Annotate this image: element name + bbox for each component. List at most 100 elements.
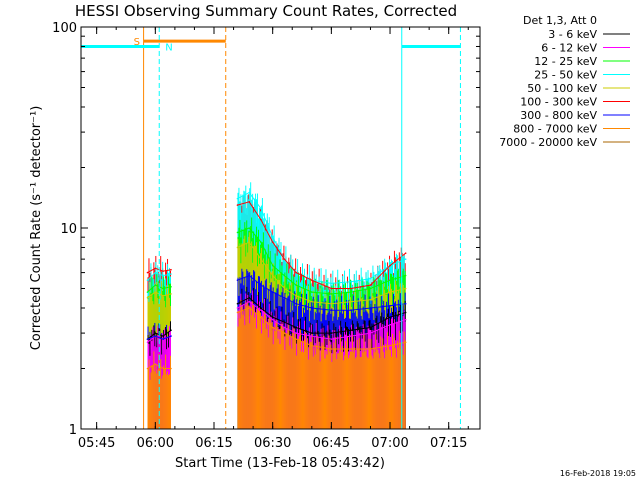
data-point — [154, 271, 157, 274]
data-bar — [244, 325, 246, 429]
data-bar — [297, 340, 299, 429]
data-point — [330, 293, 333, 295]
series-line — [147, 272, 172, 281]
data-bar — [243, 311, 245, 429]
data-bar — [369, 348, 371, 429]
data-bar — [367, 358, 369, 429]
data-point — [154, 363, 157, 366]
data-point — [154, 335, 157, 337]
data-point — [310, 279, 313, 281]
data-point — [283, 326, 286, 329]
data-bar — [296, 355, 298, 429]
data-point — [330, 282, 333, 285]
data-bar — [358, 338, 360, 429]
y-tick-label: 100 — [52, 21, 77, 36]
data-bar — [384, 358, 386, 429]
axes: 05:45 06:00 06:15 06:30 06:45 07:00 07:15 1 10 10… — [52, 21, 480, 451]
data-bar — [364, 351, 366, 429]
data-bar — [301, 351, 303, 429]
data-point — [248, 300, 251, 303]
data-bar — [271, 321, 273, 429]
data-bar — [168, 375, 170, 429]
data-bar — [395, 357, 397, 429]
data-bar — [261, 316, 263, 429]
data-point — [170, 268, 172, 271]
data-bar — [327, 348, 329, 429]
data-point — [236, 204, 239, 206]
data-bar — [264, 312, 266, 429]
data-bar — [373, 347, 375, 429]
data-point — [146, 367, 149, 370]
data-point — [146, 296, 149, 299]
data-bar — [161, 378, 163, 429]
data-bar — [300, 329, 302, 429]
data-bar — [302, 352, 304, 429]
data-bar — [305, 344, 307, 429]
series-line — [237, 307, 406, 350]
data-bar — [404, 340, 406, 429]
data-point — [170, 285, 172, 288]
data-point — [369, 298, 372, 301]
data-bar — [399, 342, 401, 429]
footer-date: 16-Feb-2018 19:05 — [560, 469, 636, 478]
data-bar — [256, 328, 258, 429]
data-point — [260, 316, 262, 318]
data-bar — [289, 345, 291, 429]
data-bar — [391, 334, 393, 429]
data-bar — [333, 342, 335, 429]
data-point — [350, 287, 352, 290]
data-point — [271, 236, 274, 238]
data-bar — [265, 328, 267, 429]
data-bar — [376, 349, 378, 429]
data-bar — [355, 356, 357, 429]
data-bar — [356, 339, 358, 429]
data-bar — [347, 337, 348, 429]
legend-label: 300 - 800 keV — [520, 109, 597, 122]
data-bar — [314, 354, 316, 429]
data-point — [162, 274, 164, 277]
data-bar — [371, 355, 373, 429]
data-bar — [162, 375, 164, 429]
data-point — [389, 264, 391, 267]
data-bar — [303, 339, 305, 429]
chart-title: HESSI Observing Summary Count Rates, Cor… — [75, 2, 457, 20]
data-bar — [280, 326, 282, 429]
data-point — [271, 316, 274, 318]
y-axis-label: Corrected Count Rate (s⁻¹ detector⁻¹) — [29, 106, 44, 351]
x-axis-label: Start Time (13-Feb-18 05:43:42) — [175, 456, 385, 471]
data-bar — [354, 358, 356, 429]
data-bar — [255, 312, 257, 429]
data-bar — [320, 350, 322, 429]
x-tick-label: 07:15 — [430, 436, 467, 451]
data-bar — [398, 330, 400, 429]
data-bar — [252, 300, 254, 429]
data-point — [146, 341, 149, 344]
data-bar — [324, 358, 326, 429]
data-point — [295, 284, 297, 286]
data-bar — [282, 330, 284, 429]
data-bar — [306, 338, 308, 429]
data-bar — [293, 328, 295, 429]
data-point — [162, 367, 164, 370]
data-point — [404, 318, 407, 321]
data-point — [404, 274, 407, 277]
data-bar — [240, 299, 242, 429]
data-bar — [290, 335, 292, 429]
data-point — [330, 338, 333, 340]
data-point — [350, 300, 352, 303]
data-point — [146, 271, 149, 274]
data-bar — [313, 347, 315, 429]
data-bar — [270, 322, 272, 429]
data-bar — [294, 338, 296, 429]
data-bar — [315, 345, 317, 429]
data-point — [330, 302, 333, 305]
data-bar — [379, 357, 381, 429]
data-point — [389, 344, 391, 347]
data-bar — [323, 335, 325, 429]
legend-label: 800 - 7000 keV — [513, 123, 597, 136]
data-bar — [266, 321, 268, 429]
data-bar — [237, 326, 239, 429]
data-bar — [281, 323, 283, 429]
data-point — [170, 367, 172, 370]
data-point — [260, 207, 262, 210]
